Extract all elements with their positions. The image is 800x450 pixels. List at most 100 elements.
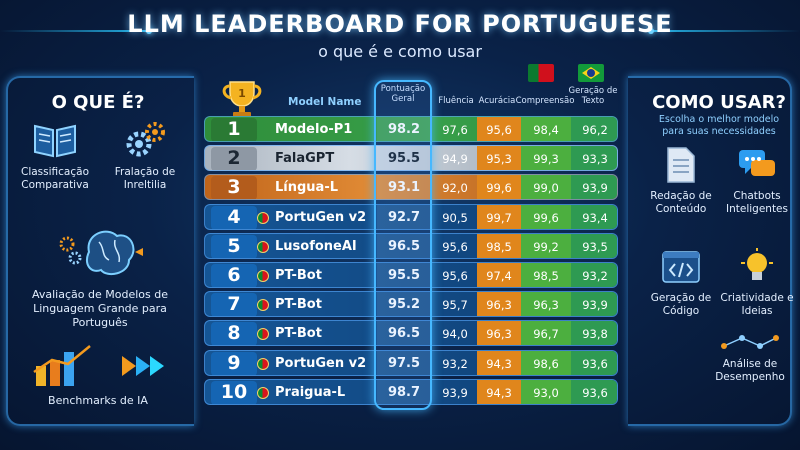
table-row[interactable]: 6 PT-Bot 95.5 95,6 97,4 98,5 93,2 (204, 262, 618, 288)
portugal-flag-icon (257, 386, 269, 399)
table-row[interactable]: 2 FalaGPT 95.5 94,9 95,3 99,3 93,3 (204, 145, 618, 172)
cell-compreensao: 99,6 (521, 204, 571, 229)
feature-label: Criatividade e Ideias (720, 292, 794, 317)
feature-benchmarks: Benchmarks de IA (8, 342, 188, 408)
table-row[interactable]: 8 PT-Bot 96.5 94,0 96,3 96,7 93,8 (204, 320, 618, 347)
header-acuracia: Acurácia (478, 96, 516, 106)
rank-number: 4 (211, 205, 257, 229)
cell-compreensao: 99,0 (521, 175, 571, 200)
brain-icon (59, 230, 143, 276)
table-row[interactable]: 5 LusofoneAI 96.5 95,6 98,5 99,2 93,5 (204, 232, 618, 259)
circuit-dot (648, 28, 654, 34)
cell-geracao: 93,9 (571, 175, 617, 200)
gears-icon (126, 122, 165, 157)
cell-acuracia: 94,3 (477, 379, 521, 404)
cell-acuracia: 97,4 (477, 263, 521, 287)
book-icon (34, 124, 76, 158)
portugal-flag-icon (257, 357, 269, 370)
cell-geracao: 93,5 (571, 233, 617, 258)
model-name: Modelo-P1 (275, 122, 353, 137)
cell-geracao: 93,6 (571, 350, 617, 375)
cell-score: 97.5 (377, 350, 431, 375)
rank-number: 3 (211, 176, 257, 200)
cell-acuracia: 99,6 (477, 175, 521, 200)
trophy-icon: 1 (222, 81, 262, 118)
how-to-use-subtitle: Escolha o melhor modelo para suas necess… (658, 114, 780, 137)
rank-number: 8 (211, 322, 257, 346)
table-row[interactable]: 9 PortuGen v2 97.5 93,2 94,3 98,6 93,6 (204, 349, 618, 376)
lightbulb-icon (741, 248, 773, 280)
right-panel: COMO USAR? Escolha o melhor modelo para … (644, 80, 794, 420)
cell-fluencia: 90,5 (442, 210, 468, 225)
leaderboard-table: 1 Model Name Pontuação Geral Fluência Ac… (204, 64, 618, 410)
page-subtitle: o que é e como usar (318, 42, 482, 61)
chart-bars-icon (33, 345, 164, 386)
svg-text:1: 1 (238, 87, 246, 100)
portugal-flag-icon (257, 328, 269, 341)
feature-chatbots: Chatbots Inteligentes (720, 146, 794, 216)
cell-acuracia: 99,7 (477, 204, 521, 229)
cell-compreensao: 96,3 (521, 292, 571, 317)
rank-number: 6 (211, 264, 257, 287)
cell-fluencia: 97,6 (442, 123, 468, 137)
how-to-use-title: COMO USAR? (652, 92, 786, 113)
cell-compreensao: 96,7 (521, 321, 571, 346)
document-icon (667, 147, 695, 183)
table-row[interactable]: 7 PT-Bot 95.2 95,7 96,3 96,3 93,9 (204, 291, 618, 318)
cell-fluencia: 94,0 (442, 327, 468, 342)
cell-acuracia: 94,3 (477, 350, 521, 375)
model-name: FalaGPT (275, 151, 335, 167)
circuit-dot (146, 28, 152, 34)
rank-number: 7 (211, 293, 257, 317)
feature-label: Avaliação de Modelos de Linguagem Grande… (32, 288, 168, 329)
model-name: LusofoneAI (275, 238, 357, 254)
cell-fluencia: 94,9 (442, 152, 468, 167)
cell-acuracia: 96,3 (477, 292, 521, 317)
cell-acuracia: 95,3 (477, 146, 521, 171)
feature-label: Benchmarks de IA (48, 394, 148, 407)
model-name: PortuGen v2 (275, 355, 367, 371)
model-name: Língua-L (275, 180, 339, 196)
cell-acuracia: 95,6 (477, 117, 521, 141)
cell-fluencia: 93,9 (442, 385, 468, 400)
cell-fluencia: 92,0 (442, 181, 468, 196)
chat-icon (739, 150, 775, 176)
cell-geracao: 93,2 (571, 263, 617, 287)
page-title: LLM LEADERBOARD FOR PORTUGUESE (127, 10, 673, 38)
cell-fluencia: 95,6 (442, 269, 468, 283)
cell-score: 93.1 (377, 175, 431, 200)
rank-number: 5 (211, 234, 257, 258)
network-icon (721, 335, 779, 349)
table-row[interactable]: 1 Modelo-P1 98.2 97,6 95,6 98,4 96,2 (204, 116, 618, 142)
cell-score: 95.2 (377, 292, 431, 317)
cell-geracao: 93,3 (571, 146, 617, 171)
cell-geracao: 96,2 (571, 117, 617, 141)
cell-fluencia: 93,2 (442, 356, 468, 371)
cell-score: 96.5 (377, 321, 431, 346)
model-name: PortuGen v2 (275, 209, 367, 225)
cell-score: 96.5 (377, 233, 431, 258)
table-row[interactable]: 4 PortuGen v2 92.7 90,5 99,7 99,6 93,4 (204, 203, 618, 230)
circuit-line (0, 30, 150, 32)
model-name: Praigua-L (275, 384, 346, 400)
cell-compreensao: 99,3 (521, 146, 571, 171)
table-row[interactable]: 10 Praigua-L 98.7 93,9 94,3 93,0 93,6 (204, 378, 618, 405)
model-name: PT-Bot (275, 297, 322, 313)
feature-label: Classificação Comparativa (21, 166, 89, 191)
portugal-flag-icon (257, 299, 269, 312)
cell-acuracia: 98,5 (477, 233, 521, 258)
header-compreensao: Compreensão (515, 96, 575, 106)
cell-fluencia: 95,6 (442, 239, 468, 254)
cell-score: 98.2 (377, 117, 431, 141)
cell-fluencia: 95,7 (442, 298, 468, 313)
header-score: Pontuação Geral (380, 84, 426, 104)
header-fluencia: Fluência (438, 96, 474, 106)
cell-score: 98.7 (377, 379, 431, 404)
feature-label: Redação de Conteúdo (650, 190, 712, 215)
code-icon (662, 251, 700, 283)
portugal-flag (528, 64, 554, 82)
feature-creativity: Criatividade e Ideias (720, 248, 794, 318)
right-frame (628, 76, 792, 426)
feature-label: Geração de Código (650, 292, 712, 317)
table-row[interactable]: 3 Língua-L 93.1 92,0 99,6 99,0 93,9 (204, 174, 618, 201)
